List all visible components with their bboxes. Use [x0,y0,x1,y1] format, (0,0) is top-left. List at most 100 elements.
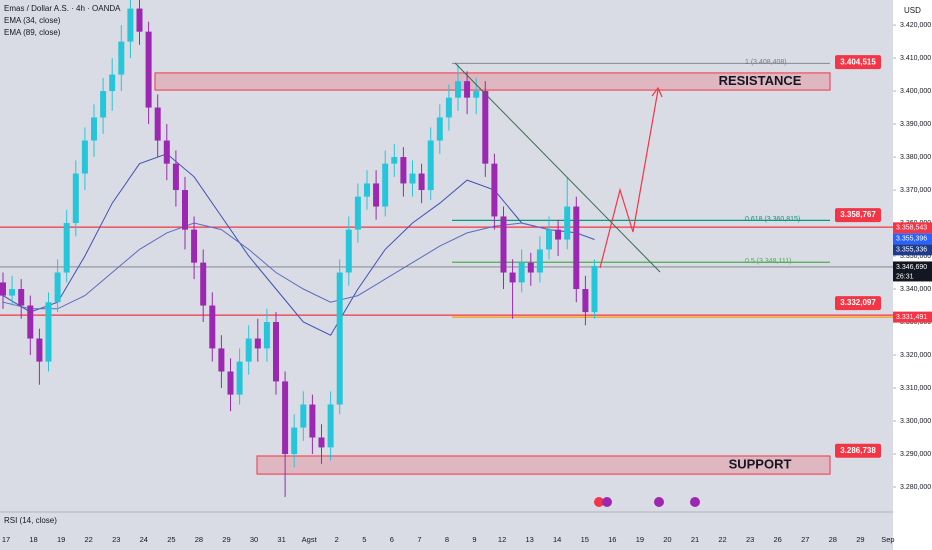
candle-body [336,272,343,405]
candle-body [200,262,207,306]
y-tick-label: 3.310,000 [900,385,931,392]
level-tag [835,55,881,70]
candle-body [191,229,198,263]
x-tick-label: 5 [362,535,366,544]
y-tick-label: 3.400,000 [900,88,931,95]
candle-body [527,262,534,273]
x-tick-label: 15 [581,535,589,544]
candle-body [263,322,270,349]
x-tick-label: 18 [29,535,37,544]
candle-body [27,305,34,339]
candle-body [100,91,107,118]
candle-body [63,223,70,273]
level-tag-label: 3.404,515 [840,57,876,66]
candle-body [282,381,289,454]
countdown: 26:31 [896,273,914,280]
candle-body [154,107,161,141]
candle-body [245,338,252,362]
x-tick-label: 16 [608,535,616,544]
candle-body [509,272,516,283]
price-tag-label: 3.331,491 [896,314,927,321]
candle-body [555,229,562,240]
x-tick-label: 28 [195,535,203,544]
candle-body [418,173,425,191]
legend-entry: EMA (34, close) [4,16,61,25]
price-tag-label: 3.355,396 [896,236,927,243]
candle-body [227,371,234,395]
indicator-label: RSI (14, close) [4,516,57,525]
x-tick-label: 20 [663,535,671,544]
candle-body [591,265,598,313]
candle-body [172,163,179,191]
candle-body [345,229,352,273]
candle-body [254,338,261,349]
zone [256,455,831,475]
fib-label: 0.618 (3.360,815) [745,216,800,223]
x-tick-label: 23 [112,535,120,544]
candle-body [536,249,543,273]
x-tick-label: Agst [302,535,318,544]
candle-body [91,117,97,141]
candle-body [145,31,152,108]
candle-body [182,190,188,230]
x-tick-label: 13 [525,535,533,544]
candle-body [482,91,489,164]
x-tick-label: 12 [498,535,506,544]
x-tick-label: 28 [829,535,837,544]
candle-body [218,348,225,372]
x-tick-label: Sep [881,535,894,544]
x-tick-label: 14 [553,535,561,544]
candle-body [300,404,307,428]
level-tag-label: 3.358,767 [840,210,876,219]
candle-body [473,91,480,98]
x-tick-label: 22 [85,535,93,544]
x-tick-label: 29 [222,535,230,544]
candle-body [45,302,52,362]
x-tick-label: 24 [140,535,148,544]
candle-body [546,229,552,250]
currency: USD [904,6,921,15]
event-icons [594,497,700,507]
candle-body [500,216,507,273]
candle-body [236,361,243,395]
candle-body [72,173,79,224]
candle-body [327,404,334,448]
candle-body [364,183,370,197]
y-tick-label: 3.380,000 [900,154,931,161]
candle-body [464,81,471,98]
x-tick-label: 9 [472,535,476,544]
candle-body [18,289,25,306]
candle-body [354,196,361,230]
plot [0,0,893,497]
price-tag-label: 3.346,690 [896,264,927,271]
y-tick-label: 3.390,000 [900,121,931,128]
candle-body [273,322,279,382]
candle-body [127,8,134,42]
candle-body [391,157,398,164]
x-tick-label: 6 [390,535,394,544]
candle-body [81,140,88,174]
y-tick-label: 3.320,000 [900,352,931,359]
zone-label: SUPPORT [729,456,792,471]
y-tick-label: 3.420,000 [900,22,931,29]
candle-body [400,157,407,184]
price-tag [893,244,932,256]
price-tag-label: 3.355,336 [896,247,927,254]
candle-body [309,404,316,438]
candle-body [445,97,452,118]
candle-body [427,140,434,191]
candle-body [382,163,389,207]
candle-body [209,305,216,349]
candle-body [291,427,298,454]
candle-body [118,41,125,75]
x-tick-label: 19 [57,535,65,544]
price-tag-label: 3.358,543 [896,225,927,232]
candle-body [54,272,61,303]
x-tick-label: 23 [746,535,754,544]
level-tag-label: 3.332,097 [840,298,876,307]
projection-arrowhead [651,86,663,98]
indicator-panel [0,512,893,550]
x-tick-label: 25 [167,535,175,544]
